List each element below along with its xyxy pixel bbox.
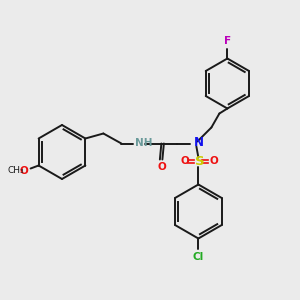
Text: NH: NH	[135, 137, 153, 148]
Text: S: S	[195, 155, 204, 168]
Text: O: O	[180, 157, 189, 166]
Text: O: O	[209, 157, 218, 166]
Text: O: O	[158, 161, 166, 172]
Text: Cl: Cl	[193, 251, 204, 262]
Text: N: N	[194, 136, 203, 149]
Text: F: F	[224, 35, 231, 46]
Text: O: O	[20, 166, 28, 176]
Text: CH₃: CH₃	[8, 166, 25, 175]
